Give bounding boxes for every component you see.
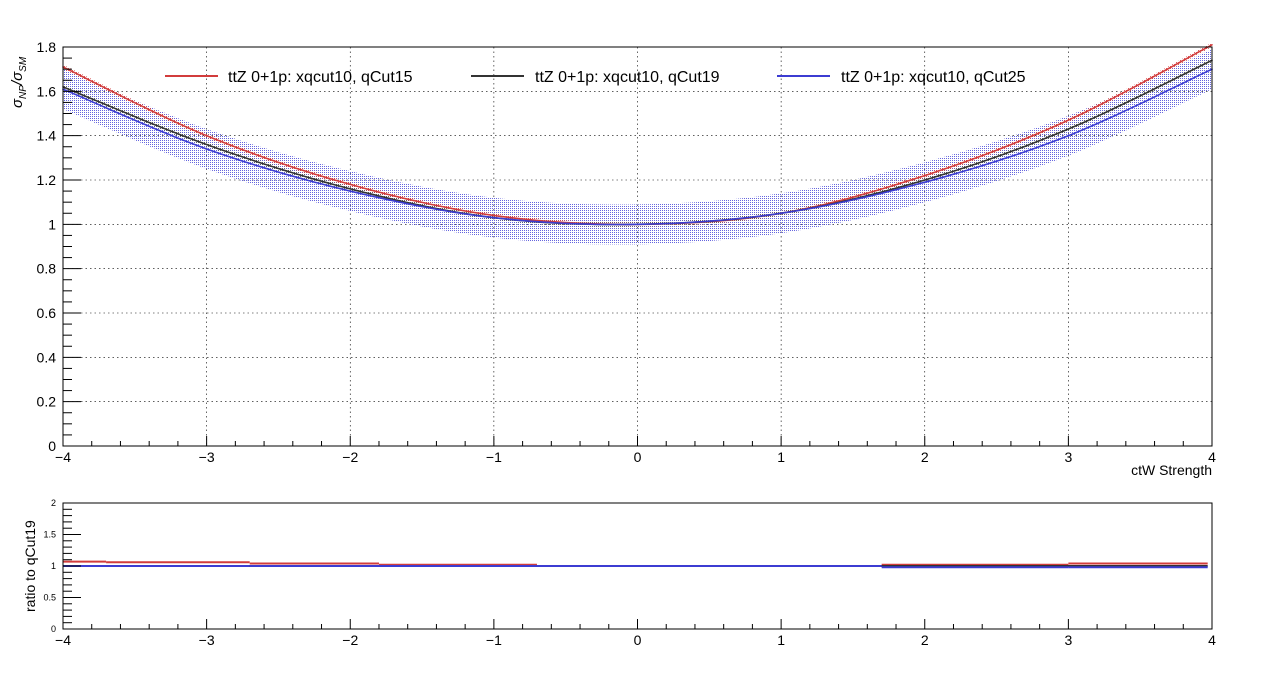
x-tick-label: 1 xyxy=(777,632,785,648)
point-series-0 xyxy=(349,183,352,186)
x-tick-label: 3 xyxy=(1064,632,1072,648)
x-tick-label: 0 xyxy=(634,632,642,648)
y-tick-label: 1.5 xyxy=(43,530,56,540)
y-tick-label: 1.6 xyxy=(37,83,57,99)
y-tick-label: 1 xyxy=(48,216,56,232)
ratio-plot-panel: −4 −3 −2 −1 0 1 2 3 4 0 0.5 1 1.5 2 ratio to qCut19 xyxy=(22,498,1216,648)
y-tick-label: 2 xyxy=(51,498,56,508)
x-tick-label: −3 xyxy=(199,632,215,648)
x-tick-label: −2 xyxy=(342,632,358,648)
legend-entry-qcut19: ttZ 0+1p: xqcut10, qCut19 xyxy=(471,69,720,86)
point-series-2 xyxy=(923,181,926,184)
point-series-2 xyxy=(780,212,782,215)
x-tick-label: −4 xyxy=(55,449,71,465)
y-axis-title: σNP/σSM xyxy=(9,56,29,108)
y-tick-label: 0.6 xyxy=(37,305,57,321)
point-series-2 xyxy=(1067,134,1070,137)
ratio-y-tick-labels: 0 0.5 1 1.5 2 xyxy=(43,498,56,634)
x-tick-label: −2 xyxy=(342,449,358,465)
main-axis-ticks xyxy=(62,46,1213,447)
x-tick-label: 3 xyxy=(1064,449,1072,465)
y-tick-label: 0 xyxy=(51,624,56,634)
legend-entry-qcut15: ttZ 0+1p: xqcut10, qCut15 xyxy=(165,69,413,86)
y-tick-label: 1 xyxy=(51,561,56,571)
y-tick-label: 1.2 xyxy=(37,172,57,188)
legend-entry-qcut25: ttZ 0+1p: xqcut10, qCut25 xyxy=(777,69,1026,86)
y-tick-label: 1.8 xyxy=(37,39,57,55)
x-tick-label: −1 xyxy=(486,632,502,648)
point-series-0 xyxy=(923,174,926,177)
band-series-2 xyxy=(63,49,1212,245)
point-series-1 xyxy=(349,188,352,190)
point-series-1 xyxy=(205,143,208,146)
y-tick-label: 0.5 xyxy=(43,593,56,603)
y-tick-label: 0.8 xyxy=(37,261,57,277)
legend-label-qcut25: ttZ 0+1p: xqcut10, qCut25 xyxy=(841,69,1026,86)
x-tick-label: 4 xyxy=(1208,449,1216,465)
legend-label-qcut15: ttZ 0+1p: xqcut10, qCut15 xyxy=(228,69,413,86)
y-tick-label: 0.4 xyxy=(37,349,57,365)
x-tick-label: 1 xyxy=(777,449,785,465)
ratio-axis-ticks xyxy=(62,502,1213,630)
y-tick-label: 0.2 xyxy=(37,394,57,410)
point-series-2 xyxy=(493,216,495,219)
ratio-y-axis-title: ratio to qCut19 xyxy=(22,520,38,612)
y-tick-label: 1.4 xyxy=(37,128,57,144)
main-x-tick-labels: −4 −3 −2 −1 0 1 2 3 4 xyxy=(55,449,1216,465)
x-tick-label: −1 xyxy=(486,449,502,465)
legend: ttZ 0+1p: xqcut10, qCut15 ttZ 0+1p: xqcu… xyxy=(165,69,1026,86)
point-series-2 xyxy=(349,190,352,192)
y-tick-label: 0 xyxy=(48,438,56,454)
point-series-0 xyxy=(205,134,208,137)
point-series-2 xyxy=(205,148,208,150)
main-grid xyxy=(63,46,1212,446)
main-y-tick-labels: 0 0.2 0.4 0.6 0.8 1 1.2 1.4 1.6 1.8 xyxy=(37,39,57,454)
x-tick-label: 4 xyxy=(1208,632,1216,648)
uncertainty-bands xyxy=(63,42,1212,245)
point-series-1 xyxy=(1067,128,1070,130)
x-tick-label: 0 xyxy=(634,449,642,465)
point-series-0 xyxy=(1067,119,1070,121)
series-lines xyxy=(62,43,1213,226)
x-axis-title: ctW Strength xyxy=(1131,462,1212,478)
point-series-1 xyxy=(923,179,926,181)
x-tick-label: 2 xyxy=(921,632,929,648)
ratio-series-lines xyxy=(63,560,1208,569)
x-tick-label: −4 xyxy=(55,632,71,648)
point-series-0 xyxy=(1211,43,1213,46)
main-plot-panel: −4 −3 −2 −1 0 1 2 3 4 0 0.2 0.4 0.6 0.8 1 1.2 1.4 1.6 1.8… xyxy=(9,39,1216,478)
ratio-x-tick-labels: −4 −3 −2 −1 0 1 2 3 4 xyxy=(55,632,1216,648)
x-tick-label: −3 xyxy=(199,449,215,465)
point-series-2 xyxy=(636,223,639,226)
point-series-0 xyxy=(493,214,495,217)
x-tick-label: 2 xyxy=(921,449,929,465)
legend-label-qcut19: ttZ 0+1p: xqcut10, qCut19 xyxy=(535,69,720,86)
